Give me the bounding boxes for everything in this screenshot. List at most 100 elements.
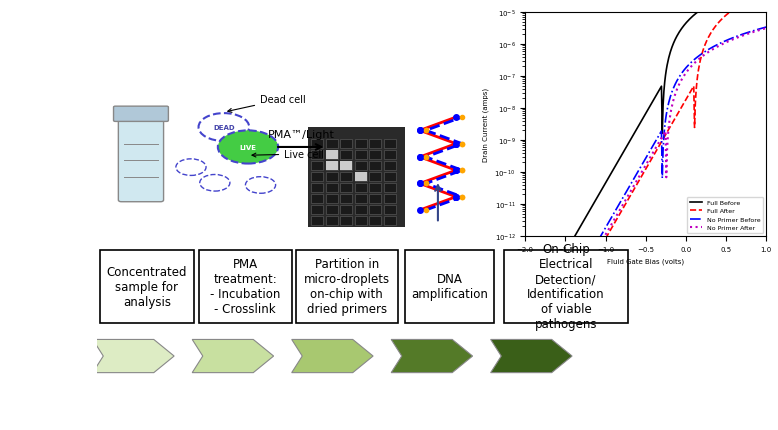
FancyBboxPatch shape	[355, 183, 366, 193]
FancyBboxPatch shape	[384, 216, 396, 225]
FancyBboxPatch shape	[326, 216, 338, 225]
No Primer Before	[521, 266, 531, 271]
No Primer After	[520, 266, 530, 271]
Line: No Primer After: No Primer After	[525, 29, 766, 268]
FancyBboxPatch shape	[370, 194, 381, 203]
FancyBboxPatch shape	[384, 183, 396, 193]
FancyBboxPatch shape	[355, 140, 366, 149]
No Primer After	[664, 125, 674, 130]
FancyBboxPatch shape	[311, 162, 324, 171]
Full After	[521, 266, 531, 271]
Full After	[520, 266, 530, 271]
No Primer Before	[664, 104, 673, 109]
FancyBboxPatch shape	[340, 150, 352, 160]
FancyBboxPatch shape	[340, 162, 352, 171]
Line: Full Before: Full Before	[525, 0, 766, 268]
Full After	[739, 1, 748, 6]
FancyBboxPatch shape	[326, 150, 338, 160]
Full Before	[664, 56, 674, 61]
Text: Dead cell: Dead cell	[228, 95, 306, 113]
FancyBboxPatch shape	[326, 140, 338, 149]
No Primer After	[724, 40, 733, 45]
No Primer After	[739, 34, 748, 39]
FancyBboxPatch shape	[504, 250, 628, 323]
Text: DNA
amplification: DNA amplification	[411, 273, 488, 301]
FancyBboxPatch shape	[370, 140, 381, 149]
FancyBboxPatch shape	[326, 194, 338, 203]
Line: Full After: Full After	[525, 0, 766, 268]
Text: Concentrated
sample for
analysis: Concentrated sample for analysis	[107, 265, 187, 308]
FancyBboxPatch shape	[326, 150, 338, 160]
FancyBboxPatch shape	[340, 172, 352, 182]
No Primer Before	[724, 38, 733, 43]
FancyBboxPatch shape	[370, 216, 381, 225]
FancyBboxPatch shape	[355, 162, 366, 171]
FancyBboxPatch shape	[384, 162, 396, 171]
Full After	[664, 127, 674, 132]
Legend: Full Before, Full After, No Primer Before, No Primer After: Full Before, Full After, No Primer Befor…	[687, 198, 763, 233]
FancyBboxPatch shape	[384, 150, 396, 160]
FancyBboxPatch shape	[308, 128, 405, 227]
FancyBboxPatch shape	[355, 194, 366, 203]
FancyBboxPatch shape	[311, 216, 324, 225]
Text: PMA
treatment:
- Incubation
- Crosslink: PMA treatment: - Incubation - Crosslink	[210, 258, 280, 316]
FancyBboxPatch shape	[311, 205, 324, 215]
Polygon shape	[491, 340, 572, 373]
Polygon shape	[93, 340, 174, 373]
FancyBboxPatch shape	[326, 183, 338, 193]
Full After	[664, 129, 673, 134]
FancyBboxPatch shape	[326, 205, 338, 215]
Text: Live cell: Live cell	[252, 150, 324, 160]
No Primer After	[664, 134, 673, 139]
Text: PMA™/Light: PMA™/Light	[268, 129, 335, 139]
FancyBboxPatch shape	[384, 140, 396, 149]
FancyBboxPatch shape	[370, 183, 381, 193]
Full After	[668, 120, 678, 126]
FancyBboxPatch shape	[198, 250, 292, 323]
FancyBboxPatch shape	[370, 150, 381, 160]
Full Before	[521, 266, 531, 271]
Line: No Primer Before: No Primer Before	[525, 28, 766, 268]
Full Before	[520, 266, 530, 271]
Full Before	[668, 43, 678, 49]
No Primer Before	[762, 25, 771, 31]
FancyBboxPatch shape	[405, 250, 494, 323]
FancyBboxPatch shape	[370, 172, 381, 182]
Full Before	[664, 59, 673, 64]
No Primer After	[521, 266, 531, 271]
No Primer Before	[668, 88, 678, 93]
FancyBboxPatch shape	[340, 194, 352, 203]
No Primer Before	[520, 266, 530, 271]
FancyBboxPatch shape	[340, 183, 352, 193]
Full After	[724, 12, 733, 17]
FancyBboxPatch shape	[355, 205, 366, 215]
FancyBboxPatch shape	[355, 150, 366, 160]
Polygon shape	[391, 340, 472, 373]
FancyBboxPatch shape	[114, 107, 168, 122]
FancyBboxPatch shape	[311, 194, 324, 203]
FancyBboxPatch shape	[384, 205, 396, 215]
Text: DEAD: DEAD	[213, 125, 235, 131]
FancyBboxPatch shape	[296, 250, 398, 323]
No Primer Before	[664, 101, 674, 106]
No Primer After	[762, 27, 771, 32]
FancyBboxPatch shape	[340, 140, 352, 149]
FancyBboxPatch shape	[326, 162, 338, 171]
FancyBboxPatch shape	[118, 120, 163, 202]
No Primer After	[668, 101, 678, 106]
Polygon shape	[292, 340, 373, 373]
Circle shape	[218, 131, 279, 164]
Y-axis label: Drain Current (amps): Drain Current (amps)	[482, 88, 489, 162]
FancyBboxPatch shape	[326, 162, 338, 171]
FancyBboxPatch shape	[311, 150, 324, 160]
FancyBboxPatch shape	[355, 172, 366, 182]
FancyBboxPatch shape	[355, 216, 366, 225]
FancyBboxPatch shape	[311, 140, 324, 149]
FancyBboxPatch shape	[340, 216, 352, 225]
Text: Partition in
micro-droplets
on-chip with
dried primers: Partition in micro-droplets on-chip with…	[303, 258, 390, 316]
X-axis label: Fluid Gate Bias (volts): Fluid Gate Bias (volts)	[607, 258, 685, 264]
FancyBboxPatch shape	[311, 183, 324, 193]
FancyBboxPatch shape	[340, 205, 352, 215]
FancyBboxPatch shape	[326, 172, 338, 182]
FancyBboxPatch shape	[355, 172, 366, 182]
